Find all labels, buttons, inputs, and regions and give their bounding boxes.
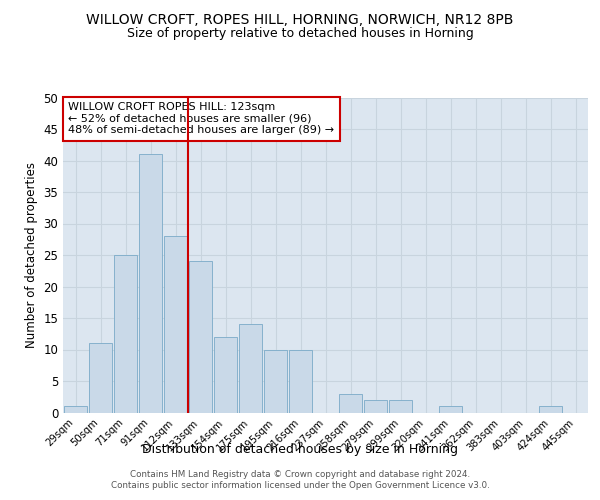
Bar bbox=[214, 337, 238, 412]
Bar bbox=[188, 262, 212, 412]
Text: Size of property relative to detached houses in Horning: Size of property relative to detached ho… bbox=[127, 28, 473, 40]
Bar bbox=[389, 400, 412, 412]
Bar bbox=[338, 394, 362, 412]
Bar bbox=[364, 400, 388, 412]
Bar bbox=[263, 350, 287, 412]
Bar bbox=[439, 406, 463, 412]
Bar bbox=[89, 343, 112, 412]
Text: WILLOW CROFT, ROPES HILL, HORNING, NORWICH, NR12 8PB: WILLOW CROFT, ROPES HILL, HORNING, NORWI… bbox=[86, 12, 514, 26]
Text: Distribution of detached houses by size in Horning: Distribution of detached houses by size … bbox=[142, 442, 458, 456]
Bar bbox=[113, 255, 137, 412]
Y-axis label: Number of detached properties: Number of detached properties bbox=[25, 162, 38, 348]
Text: Contains public sector information licensed under the Open Government Licence v3: Contains public sector information licen… bbox=[110, 481, 490, 490]
Bar bbox=[139, 154, 163, 412]
Bar bbox=[64, 406, 88, 412]
Text: Contains HM Land Registry data © Crown copyright and database right 2024.: Contains HM Land Registry data © Crown c… bbox=[130, 470, 470, 479]
Bar bbox=[539, 406, 562, 412]
Bar bbox=[164, 236, 187, 412]
Bar bbox=[289, 350, 313, 412]
Text: WILLOW CROFT ROPES HILL: 123sqm
← 52% of detached houses are smaller (96)
48% of: WILLOW CROFT ROPES HILL: 123sqm ← 52% of… bbox=[68, 102, 334, 136]
Bar bbox=[239, 324, 262, 412]
